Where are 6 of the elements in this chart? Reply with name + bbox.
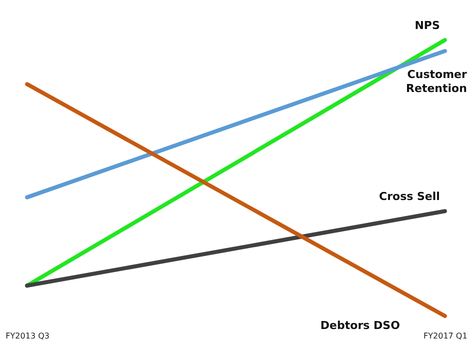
x-tick-label: FY2013 Q3 <box>6 332 50 340</box>
text: Debtors DSO <box>320 319 400 332</box>
series-label: NPS <box>414 19 440 32</box>
x-tick-label: FY2017 Q1 <box>424 332 468 340</box>
series-label: Customer Retention <box>406 68 468 96</box>
series-label: Cross Sell <box>379 190 440 204</box>
